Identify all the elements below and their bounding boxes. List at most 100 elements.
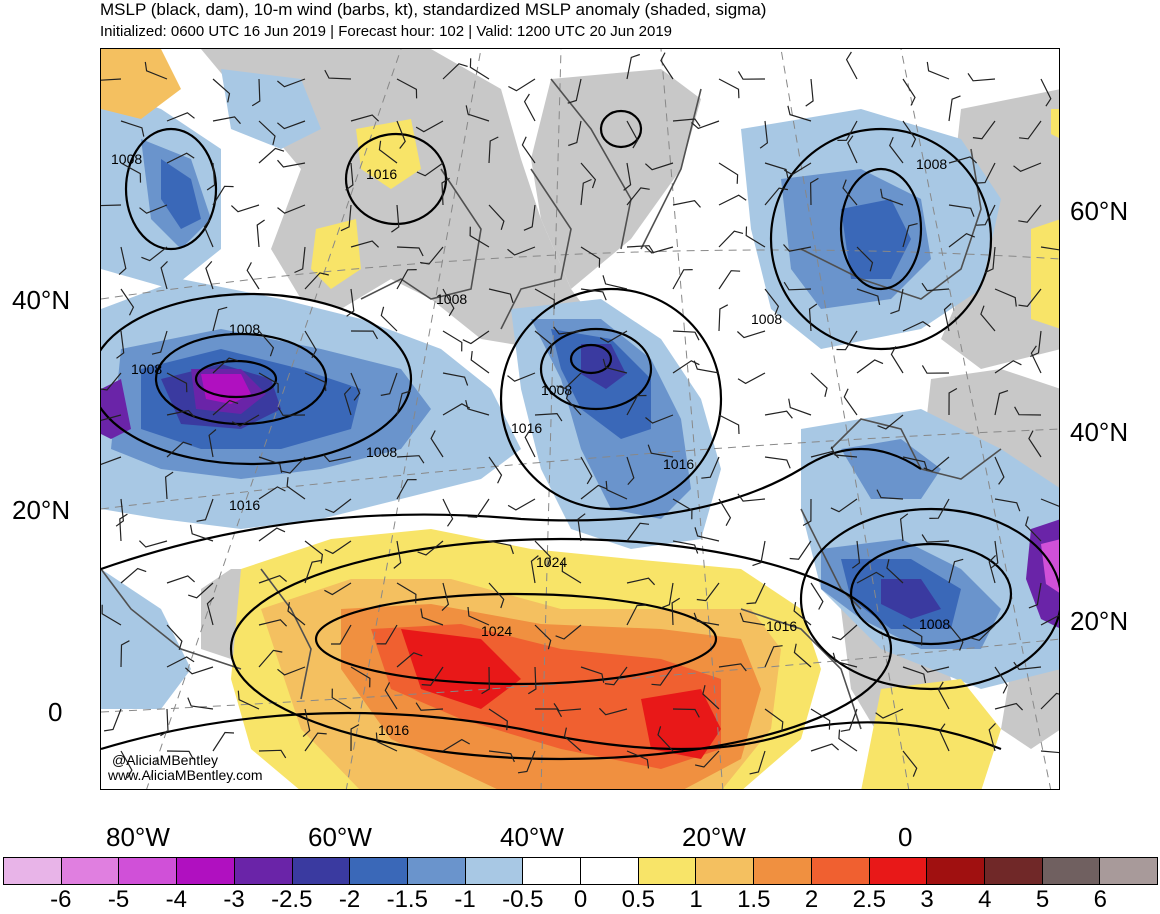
wind-barb: [970, 624, 996, 641]
wind-barb: [1025, 516, 1042, 542]
wind-barb: [939, 723, 950, 752]
wind-barb: [104, 708, 122, 732]
wind-barb: [488, 750, 515, 763]
map-title: MSLP (black, dam), 10-m wind (barbs, kt)…: [100, 0, 767, 19]
wind-barb: [580, 666, 605, 683]
wind-barb: [929, 498, 950, 519]
wind-barb: [206, 596, 215, 626]
wind-barb: [350, 372, 361, 401]
wind-barb: [830, 498, 858, 513]
map-panel[interactable]: 1008 1016 1008 1008 1008 1008 1008 1016 …: [100, 48, 1060, 790]
lon-label: 20°W: [682, 822, 746, 852]
colorbar-swatch: [292, 858, 351, 884]
wind-barb: [626, 53, 640, 80]
wind-barb: [116, 330, 125, 359]
wind-barb: [647, 444, 674, 458]
wind-barb: [994, 456, 1005, 485]
wind-barb: [980, 305, 996, 332]
wind-barb: [851, 540, 861, 569]
wind-barb: [166, 441, 192, 458]
wind-barb: [507, 246, 536, 256]
wind-barb: [507, 498, 536, 511]
wind-barb: [304, 372, 327, 392]
wind-barb: [718, 498, 732, 526]
colorbar-tick-label: 1.5: [737, 886, 771, 913]
wind-barb: [350, 114, 380, 122]
wind-barb: [948, 233, 976, 248]
wind-barb: [1040, 246, 1059, 251]
credit-handle: @AliciaMBentley: [112, 752, 219, 768]
wind-barb: [837, 120, 858, 141]
wind-barb: [488, 456, 503, 484]
wind-barb: [565, 389, 582, 416]
wind-barb: [651, 666, 674, 686]
wind-barb: [340, 204, 352, 232]
wind-barb: [902, 456, 928, 471]
colorbar-tick-label: 4: [978, 886, 992, 913]
wind-barb: [832, 652, 858, 668]
wind-barb: [277, 120, 306, 130]
wind-barb: [467, 498, 490, 518]
wind-barb: [205, 261, 214, 290]
isobar-label: 1024: [481, 623, 512, 639]
wind-barb: [1040, 614, 1059, 626]
colorbar-swatch: [869, 858, 928, 884]
wind-barb: [902, 321, 931, 332]
wind-barb: [166, 575, 195, 584]
wind-barb: [920, 665, 950, 673]
wind-barb: [563, 727, 582, 752]
wind-barb: [420, 246, 444, 265]
wind-barb: [902, 750, 918, 777]
wind-barb: [764, 288, 780, 316]
wind-barb: [994, 702, 1024, 711]
wind-barb: [672, 269, 693, 290]
lat-label-left: 40°N: [12, 285, 71, 315]
wind-barb: [258, 486, 286, 500]
wind-barb: [203, 219, 214, 248]
wind-barb: [343, 386, 352, 416]
wind-barb: [975, 162, 996, 184]
isobar-label: 1008: [541, 382, 572, 398]
wind-barb: [856, 359, 884, 374]
wind-barb: [442, 372, 469, 386]
wind-barb: [188, 582, 214, 599]
colorbar-swatch: [811, 858, 870, 884]
wind-barb: [441, 582, 450, 612]
colorbar-tick-label: -0.5: [502, 886, 544, 913]
wind-barb: [694, 750, 720, 768]
wind-barb: [160, 708, 169, 737]
wind-barb: [166, 656, 195, 668]
wind-barb: [580, 288, 607, 301]
wind-barb: [672, 540, 699, 554]
wind-barb: [324, 69, 352, 80]
wind-barb: [151, 330, 168, 355]
wind-barb: [258, 527, 286, 542]
wind-barb: [277, 407, 306, 416]
wind-barb: [421, 666, 444, 686]
wind-barb: [258, 330, 275, 357]
wind-barb: [988, 554, 997, 584]
isobar-label: 1008: [751, 311, 782, 327]
wind-barb: [580, 162, 597, 189]
wind-barb: [718, 304, 729, 332]
wind-barb: [810, 372, 828, 397]
wind-barb: [802, 498, 812, 527]
wind-barb: [660, 582, 674, 609]
wind-barb: [101, 604, 122, 626]
wind-barb: [488, 136, 499, 164]
wind-barb: [258, 147, 285, 164]
wind-barb: [391, 204, 400, 233]
wind-barb: [745, 226, 766, 248]
wind-barb: [845, 51, 858, 80]
wind-barb: [324, 582, 352, 596]
wind-barb: [718, 194, 747, 206]
wind-barb: [416, 162, 444, 177]
wind-barb: [380, 306, 398, 332]
wind-barb: [517, 750, 536, 774]
wind-barb: [948, 95, 961, 122]
wind-barb: [396, 582, 417, 604]
wind-barb: [184, 666, 214, 675]
colorbar-tick-label: -6: [50, 886, 72, 913]
wind-barb: [972, 120, 996, 140]
wind-barb: [718, 270, 741, 290]
